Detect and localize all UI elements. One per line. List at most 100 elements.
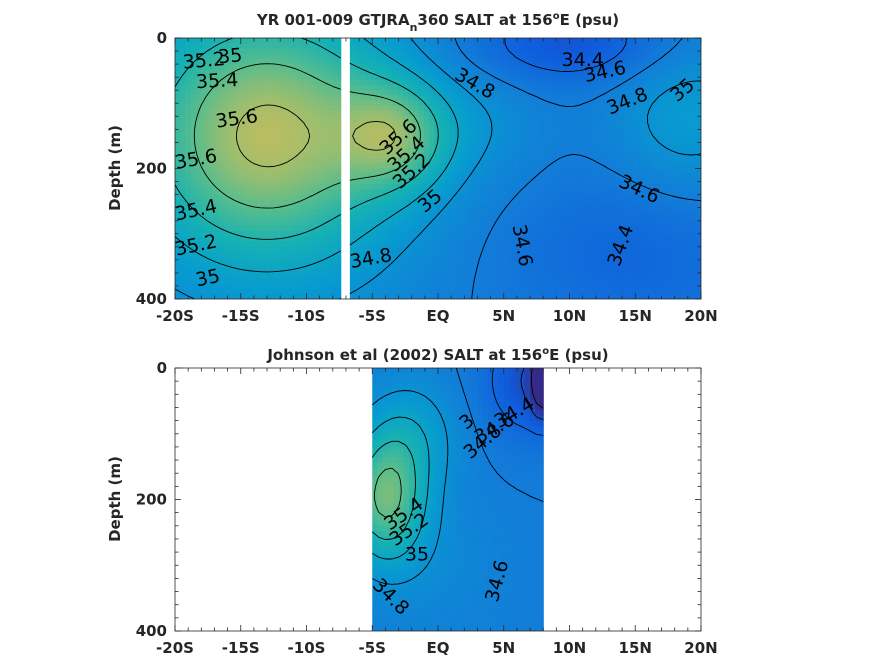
salinity-cell: [549, 158, 556, 164]
salinity-cell: [238, 288, 244, 295]
salinity-cell: [602, 105, 609, 112]
salinity-cell: [386, 147, 393, 154]
salinity-cell: [402, 267, 409, 274]
salinity-cell: [248, 121, 255, 128]
salinity-cell: [549, 58, 556, 65]
salinity-cell: [544, 241, 551, 248]
salinity-cell: [570, 267, 577, 274]
salinity-cell: [439, 215, 446, 222]
salinity-cell: [586, 142, 593, 149]
salinity-cell: [311, 53, 318, 60]
salinity-cell: [280, 199, 287, 206]
salinity-cell: [290, 189, 297, 196]
salinity-cell: [238, 111, 244, 117]
salinity-cell: [295, 262, 302, 269]
salinity-cell: [238, 231, 244, 237]
salinity-cell: [523, 158, 530, 164]
salinity-cell: [269, 199, 276, 206]
salinity-cell: [670, 74, 677, 81]
salinity-cell: [560, 142, 567, 149]
salinity-cell: [633, 262, 640, 269]
salinity-cell: [248, 241, 255, 248]
salinity-cell: [633, 168, 640, 175]
salinity-cell: [691, 100, 698, 107]
salinity-cell: [523, 69, 530, 76]
salinity-cell: [232, 283, 239, 290]
salinity-cell: [555, 288, 561, 295]
salinity-cell: [576, 252, 582, 258]
salinity-cell: [586, 194, 593, 201]
salinity-cell: [560, 173, 567, 180]
salinity-cell: [428, 111, 435, 117]
salinity-cell: [618, 210, 625, 217]
salinity-cell: [691, 43, 698, 50]
salinity-cell: [397, 105, 404, 112]
salinity-cell: [654, 246, 661, 253]
salinity-cell: [259, 184, 266, 190]
salinity-cell: [274, 163, 281, 170]
salinity-cell: [570, 137, 577, 143]
salinity-cell: [612, 236, 619, 243]
salinity-cell: [206, 48, 213, 55]
salinity-cell: [686, 288, 693, 295]
salinity-cell: [497, 126, 504, 133]
salinity-cell: [370, 84, 377, 91]
salinity-cell: [628, 147, 635, 154]
salinity-cell: [676, 262, 682, 269]
salinity-cell: [460, 189, 467, 196]
salinity-cell: [381, 158, 388, 164]
salinity-cell: [238, 278, 244, 284]
salinity-cell: [534, 252, 540, 258]
salinity-cell: [502, 74, 509, 81]
salinity-cell: [397, 142, 404, 149]
salinity-cell: [523, 236, 530, 243]
salinity-cell: [681, 173, 688, 180]
salinity-cell: [618, 137, 625, 143]
salinity-cell: [332, 74, 339, 81]
salinity-cell: [618, 53, 625, 60]
salinity-cell: [491, 58, 498, 65]
salinity-cell: [317, 79, 323, 86]
salinity-cell: [407, 205, 414, 211]
salinity-cell: [327, 267, 334, 274]
salinity-cell: [280, 173, 287, 180]
salinity-cell: [633, 225, 640, 232]
salinity-cell: [576, 293, 582, 299]
salinity-cell: [418, 215, 425, 222]
salinity-cell: [544, 152, 551, 159]
salinity-cell: [428, 90, 435, 97]
salinity-cell: [607, 267, 614, 274]
salinity-cell: [407, 116, 414, 123]
salinity-cell: [665, 163, 672, 170]
salinity-cell: [232, 131, 239, 138]
salinity-cell: [676, 173, 682, 180]
salinity-cell: [217, 90, 223, 97]
salinity-cell: [413, 126, 419, 133]
salinity-cell: [423, 137, 430, 143]
salinity-cell: [413, 272, 419, 279]
salinity-cell: [365, 147, 372, 154]
salinity-cell: [512, 131, 519, 138]
salinity-cell: [317, 168, 323, 175]
salinity-cell: [327, 293, 334, 299]
salinity-cell: [264, 152, 271, 159]
salinity-cell: [439, 142, 446, 149]
salinity-cell: [269, 215, 276, 222]
salinity-cell: [391, 278, 398, 284]
salinity-cell: [439, 262, 446, 269]
salinity-cell: [306, 178, 313, 185]
salinity-cell: [665, 43, 672, 50]
salinity-cell: [423, 48, 430, 55]
salinity-cell: [555, 173, 561, 180]
salinity-cell: [434, 74, 440, 81]
salinity-cell: [697, 241, 701, 248]
salinity-cell: [211, 69, 218, 76]
salinity-cell: [660, 48, 667, 55]
salinity-cell: [497, 267, 504, 274]
salinity-cell: [670, 58, 677, 65]
salinity-cell: [649, 142, 656, 149]
salinity-cell: [576, 267, 582, 274]
salinity-cell: [175, 147, 181, 154]
salinity-cell: [413, 163, 419, 170]
